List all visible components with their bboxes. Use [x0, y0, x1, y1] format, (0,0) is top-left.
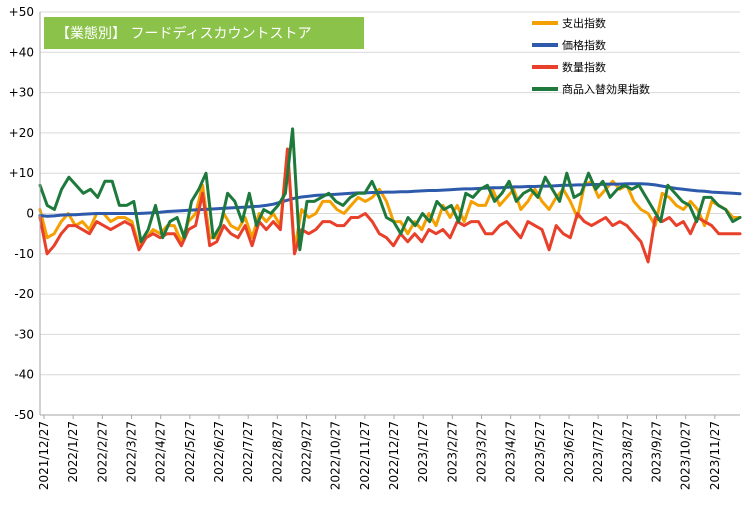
- x-tick-label: 2023/8/27: [620, 421, 634, 483]
- x-tick-label: 2022/10/27: [329, 421, 343, 490]
- x-tick-label: 2022/7/27: [241, 421, 255, 483]
- x-tick-label: 2023/7/27: [591, 421, 605, 483]
- y-tick-label: -30: [14, 327, 34, 341]
- title-background: [44, 17, 364, 49]
- x-tick-label: 2022/6/27: [212, 421, 226, 483]
- x-tick-label: 2023/5/27: [533, 421, 547, 483]
- y-tick-label: +30: [9, 86, 34, 100]
- x-axis-tick-labels: 2021/12/27 2022/1/27 2022/2/27 2022/3/27 202…: [37, 421, 722, 490]
- y-tick-label: +20: [9, 126, 34, 140]
- x-tick-label: 2022/4/27: [154, 421, 168, 483]
- x-tick-label: 2022/3/27: [125, 421, 139, 483]
- y-tick-label: -20: [14, 287, 34, 301]
- y-tick-label: 0: [26, 207, 34, 221]
- x-tick-label: 2021/12/27: [37, 421, 51, 490]
- x-tick-label: 2023/10/27: [679, 421, 693, 490]
- x-tick-label: 2023/3/27: [475, 421, 489, 483]
- x-tick-label: 2022/1/27: [66, 421, 80, 483]
- y-tick-label: +50: [9, 5, 34, 19]
- y-tick-label: -10: [14, 247, 34, 261]
- x-tick-label: 2022/8/27: [270, 421, 284, 483]
- axes: [39, 12, 740, 419]
- x-tick-label: 2023/4/27: [504, 421, 518, 483]
- x-tick-label: 2022/11/27: [358, 421, 372, 490]
- series-line-3: [38, 127, 742, 252]
- legend-label: 価格指数: [562, 38, 606, 52]
- x-tick-label: 2022/9/27: [300, 421, 314, 483]
- legend-label: 支出指数: [562, 16, 606, 30]
- x-tick-label: 2022/12/27: [387, 421, 401, 490]
- y-tick-label: -40: [14, 368, 34, 382]
- x-tick-label: 2023/11/27: [708, 421, 722, 490]
- series-lines: [38, 127, 742, 264]
- y-axis-tick-labels: +50 +40 +30 +20 +10 0 -10 -20 -30 -40 -50: [9, 5, 34, 422]
- x-tick-label: 2022/5/27: [183, 421, 197, 483]
- legend-label: 商品入替効果指数: [562, 82, 650, 96]
- y-tick-label: +10: [9, 166, 34, 180]
- x-tick-label: 2023/6/27: [562, 421, 576, 483]
- chart-title: 【業態別】 フードディスカウントストア: [56, 25, 311, 42]
- x-tick-label: 2023/1/27: [416, 421, 430, 483]
- y-tick-label: -50: [14, 408, 34, 422]
- x-tick-label: 2022/2/27: [95, 421, 109, 483]
- chart-title-box: 【業態別】 フードディスカウントストア: [44, 17, 364, 49]
- x-tick-label: 2023/2/27: [445, 421, 459, 483]
- y-tick-label: +40: [9, 45, 34, 59]
- legend-label: 数量指数: [562, 60, 606, 74]
- x-tick-label: 2023/9/27: [650, 421, 664, 483]
- series-line-2: [38, 147, 742, 264]
